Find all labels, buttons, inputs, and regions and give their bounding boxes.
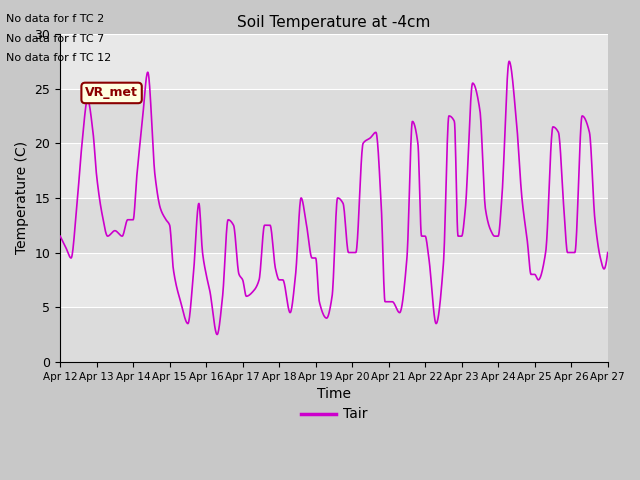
Text: No data for f TC 12: No data for f TC 12 xyxy=(6,53,111,63)
Bar xyxy=(60,34,608,89)
X-axis label: Time: Time xyxy=(317,387,351,401)
Bar xyxy=(60,89,608,143)
Bar xyxy=(60,307,608,362)
Bar xyxy=(60,252,608,307)
Bar xyxy=(60,198,608,252)
Legend: Tair: Tair xyxy=(295,402,372,427)
Text: No data for f TC 2: No data for f TC 2 xyxy=(6,14,105,24)
Y-axis label: Temperature (C): Temperature (C) xyxy=(15,141,29,254)
Bar xyxy=(60,143,608,198)
Text: No data for f TC 7: No data for f TC 7 xyxy=(6,34,105,44)
Text: VR_met: VR_met xyxy=(85,86,138,99)
Title: Soil Temperature at -4cm: Soil Temperature at -4cm xyxy=(237,15,431,30)
